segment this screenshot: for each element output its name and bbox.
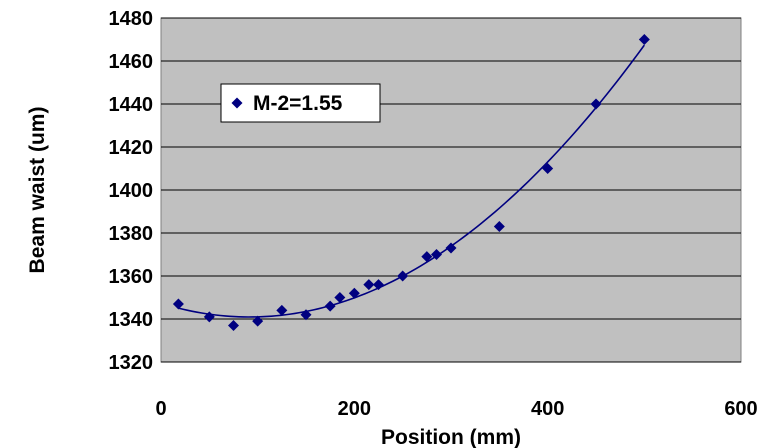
data-point — [421, 251, 433, 263]
data-point — [373, 279, 384, 291]
data-point — [203, 311, 215, 323]
data-point — [228, 319, 239, 331]
x-tick-label: 600 — [724, 398, 757, 420]
data-point — [300, 309, 312, 321]
y-tick-label: 1480 — [109, 8, 154, 30]
data-points — [172, 34, 650, 331]
x-tick-label: 200 — [338, 398, 371, 420]
data-point — [276, 304, 288, 316]
data-point — [172, 298, 184, 310]
data-point — [334, 292, 346, 303]
x-tick-label: 400 — [531, 398, 564, 420]
data-point — [431, 249, 442, 260]
trendline — [178, 44, 645, 318]
data-point — [638, 34, 650, 45]
x-tick-label: 0 — [155, 398, 166, 420]
y-axis-title: Beam waist (um) — [26, 107, 49, 274]
data-point — [590, 98, 602, 110]
data-point — [324, 300, 336, 312]
data-point — [252, 315, 264, 327]
x-axis-ticks: 0 200 400 600 — [155, 398, 757, 420]
data-point — [397, 270, 409, 282]
data-point — [542, 163, 554, 174]
data-point — [445, 242, 457, 254]
y-tick-label: 1420 — [109, 137, 154, 159]
y-tick-label: 1380 — [109, 223, 154, 245]
x-axis-title: Position (mm) — [381, 426, 521, 448]
data-point — [493, 221, 505, 233]
y-tick-label: 1460 — [109, 51, 154, 73]
y-axis-ticks: 1320 1340 1360 1380 1400 1420 1440 1460 1480 — [109, 8, 154, 374]
data-point — [363, 279, 375, 291]
data-point — [348, 287, 360, 299]
y-tick-label: 1440 — [109, 94, 154, 116]
legend-marker — [231, 97, 243, 109]
y-tick-label: 1340 — [109, 309, 154, 331]
legend-box — [220, 83, 381, 123]
y-tick-label: 1400 — [109, 180, 154, 202]
y-tick-label: 1360 — [109, 266, 154, 288]
y-tick-label: 1320 — [109, 352, 154, 374]
legend: M-2=1.55 — [220, 83, 381, 123]
legend-label: M-2=1.55 — [253, 92, 343, 115]
